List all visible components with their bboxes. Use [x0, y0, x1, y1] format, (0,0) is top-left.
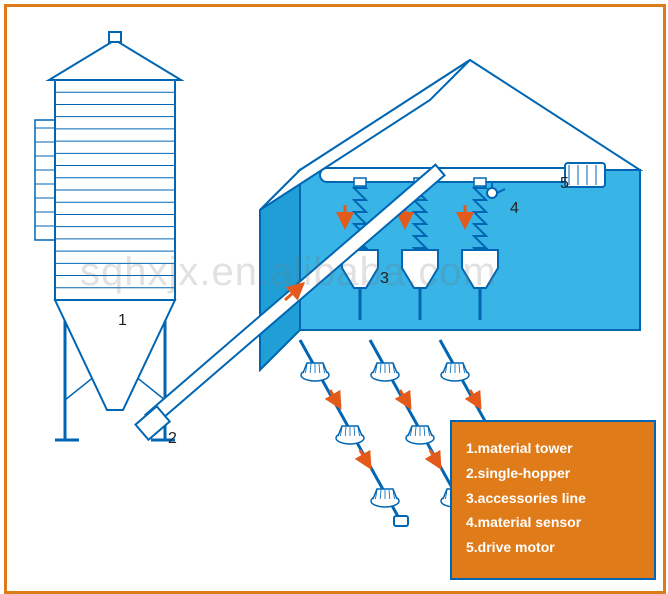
legend-item: 3.accessories line: [466, 490, 640, 507]
callout-2: 2: [168, 430, 177, 448]
callout-4: 4: [510, 200, 519, 218]
legend-box: 1.material tower 2.single-hopper 3.accesso…: [450, 420, 656, 580]
callout-5: 5: [560, 175, 569, 193]
legend-item: 5.drive motor: [466, 539, 640, 556]
callout-1: 1: [118, 312, 127, 330]
legend-item: 4.material sensor: [466, 514, 640, 531]
legend-item: 1.material tower: [466, 440, 640, 457]
legend-item: 2.single-hopper: [466, 465, 640, 482]
callout-3: 3: [380, 270, 389, 288]
